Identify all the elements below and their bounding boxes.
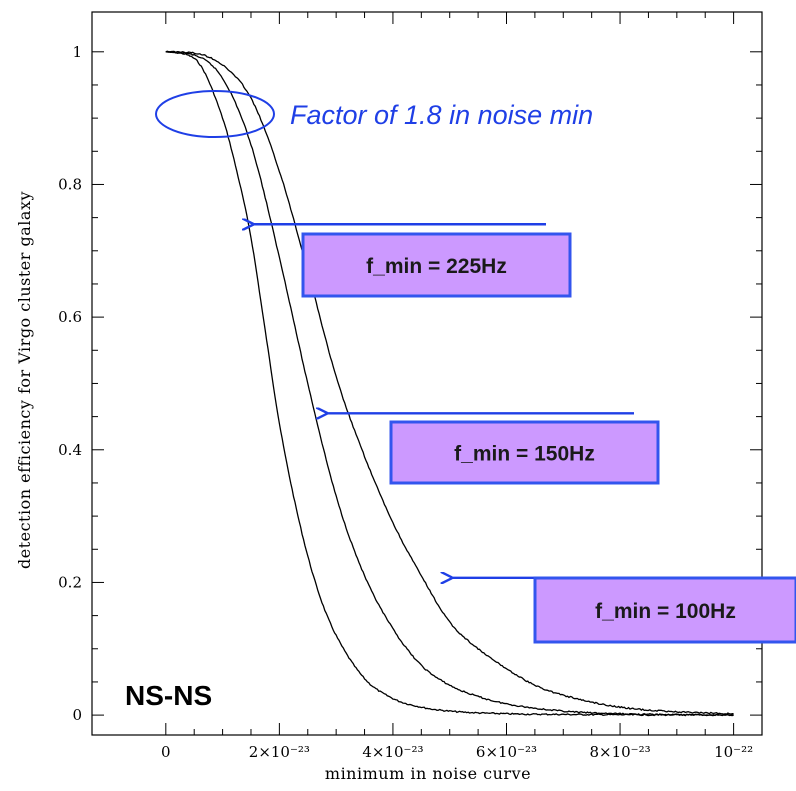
annotation-box-label: f_min = 150Hz (454, 443, 595, 466)
x-axis-label: minimum in noise curve (325, 764, 531, 783)
annotation-boxes: f_min = 225Hz f_min = 150Hz f_min = 100Hz (253, 224, 796, 644)
x-tick-label: 4×10⁻²³ (362, 743, 423, 761)
y-tick-label: 0.2 (58, 573, 82, 591)
x-tick-label: 8×10⁻²³ (589, 743, 650, 761)
x-tick-label: 2×10⁻²³ (249, 743, 310, 761)
y-axis-label: detection efficiency for Virgo cluster g… (15, 191, 34, 569)
y-tick-label: 0.4 (58, 441, 82, 459)
y-tick-label: 0.8 (58, 175, 82, 193)
x-tick-label: 0 (161, 743, 171, 761)
corner-label: NS-NS (125, 680, 212, 711)
annotation-box-label: f_min = 225Hz (366, 255, 507, 278)
curves (165, 50, 734, 717)
annotation-box (389, 420, 660, 485)
y-tick-label: 1 (72, 43, 82, 61)
efficiency-curve-2 (165, 50, 734, 717)
annotation-box (533, 576, 796, 644)
tick-labels: 0 2×10⁻²³ 4×10⁻²³ 6×10⁻²³ 8×10⁻²³ 10⁻²² 0 0.2 0.… (58, 43, 753, 761)
comparison-ellipse (155, 90, 275, 138)
efficiency-curve-3 (165, 50, 734, 715)
ellipse-annotation: Factor of 1.8 in noise min (290, 100, 593, 130)
x-tick-label: 10⁻²² (714, 743, 753, 761)
axis-ticks (92, 12, 762, 735)
x-tick-label: 6×10⁻²³ (476, 743, 537, 761)
plot-frame (91, 11, 763, 736)
annotation-box (301, 232, 572, 298)
y-tick-label: 0 (72, 706, 82, 724)
annotation-box-label: f_min = 100Hz (595, 600, 736, 623)
y-tick-label: 0.6 (58, 308, 82, 326)
